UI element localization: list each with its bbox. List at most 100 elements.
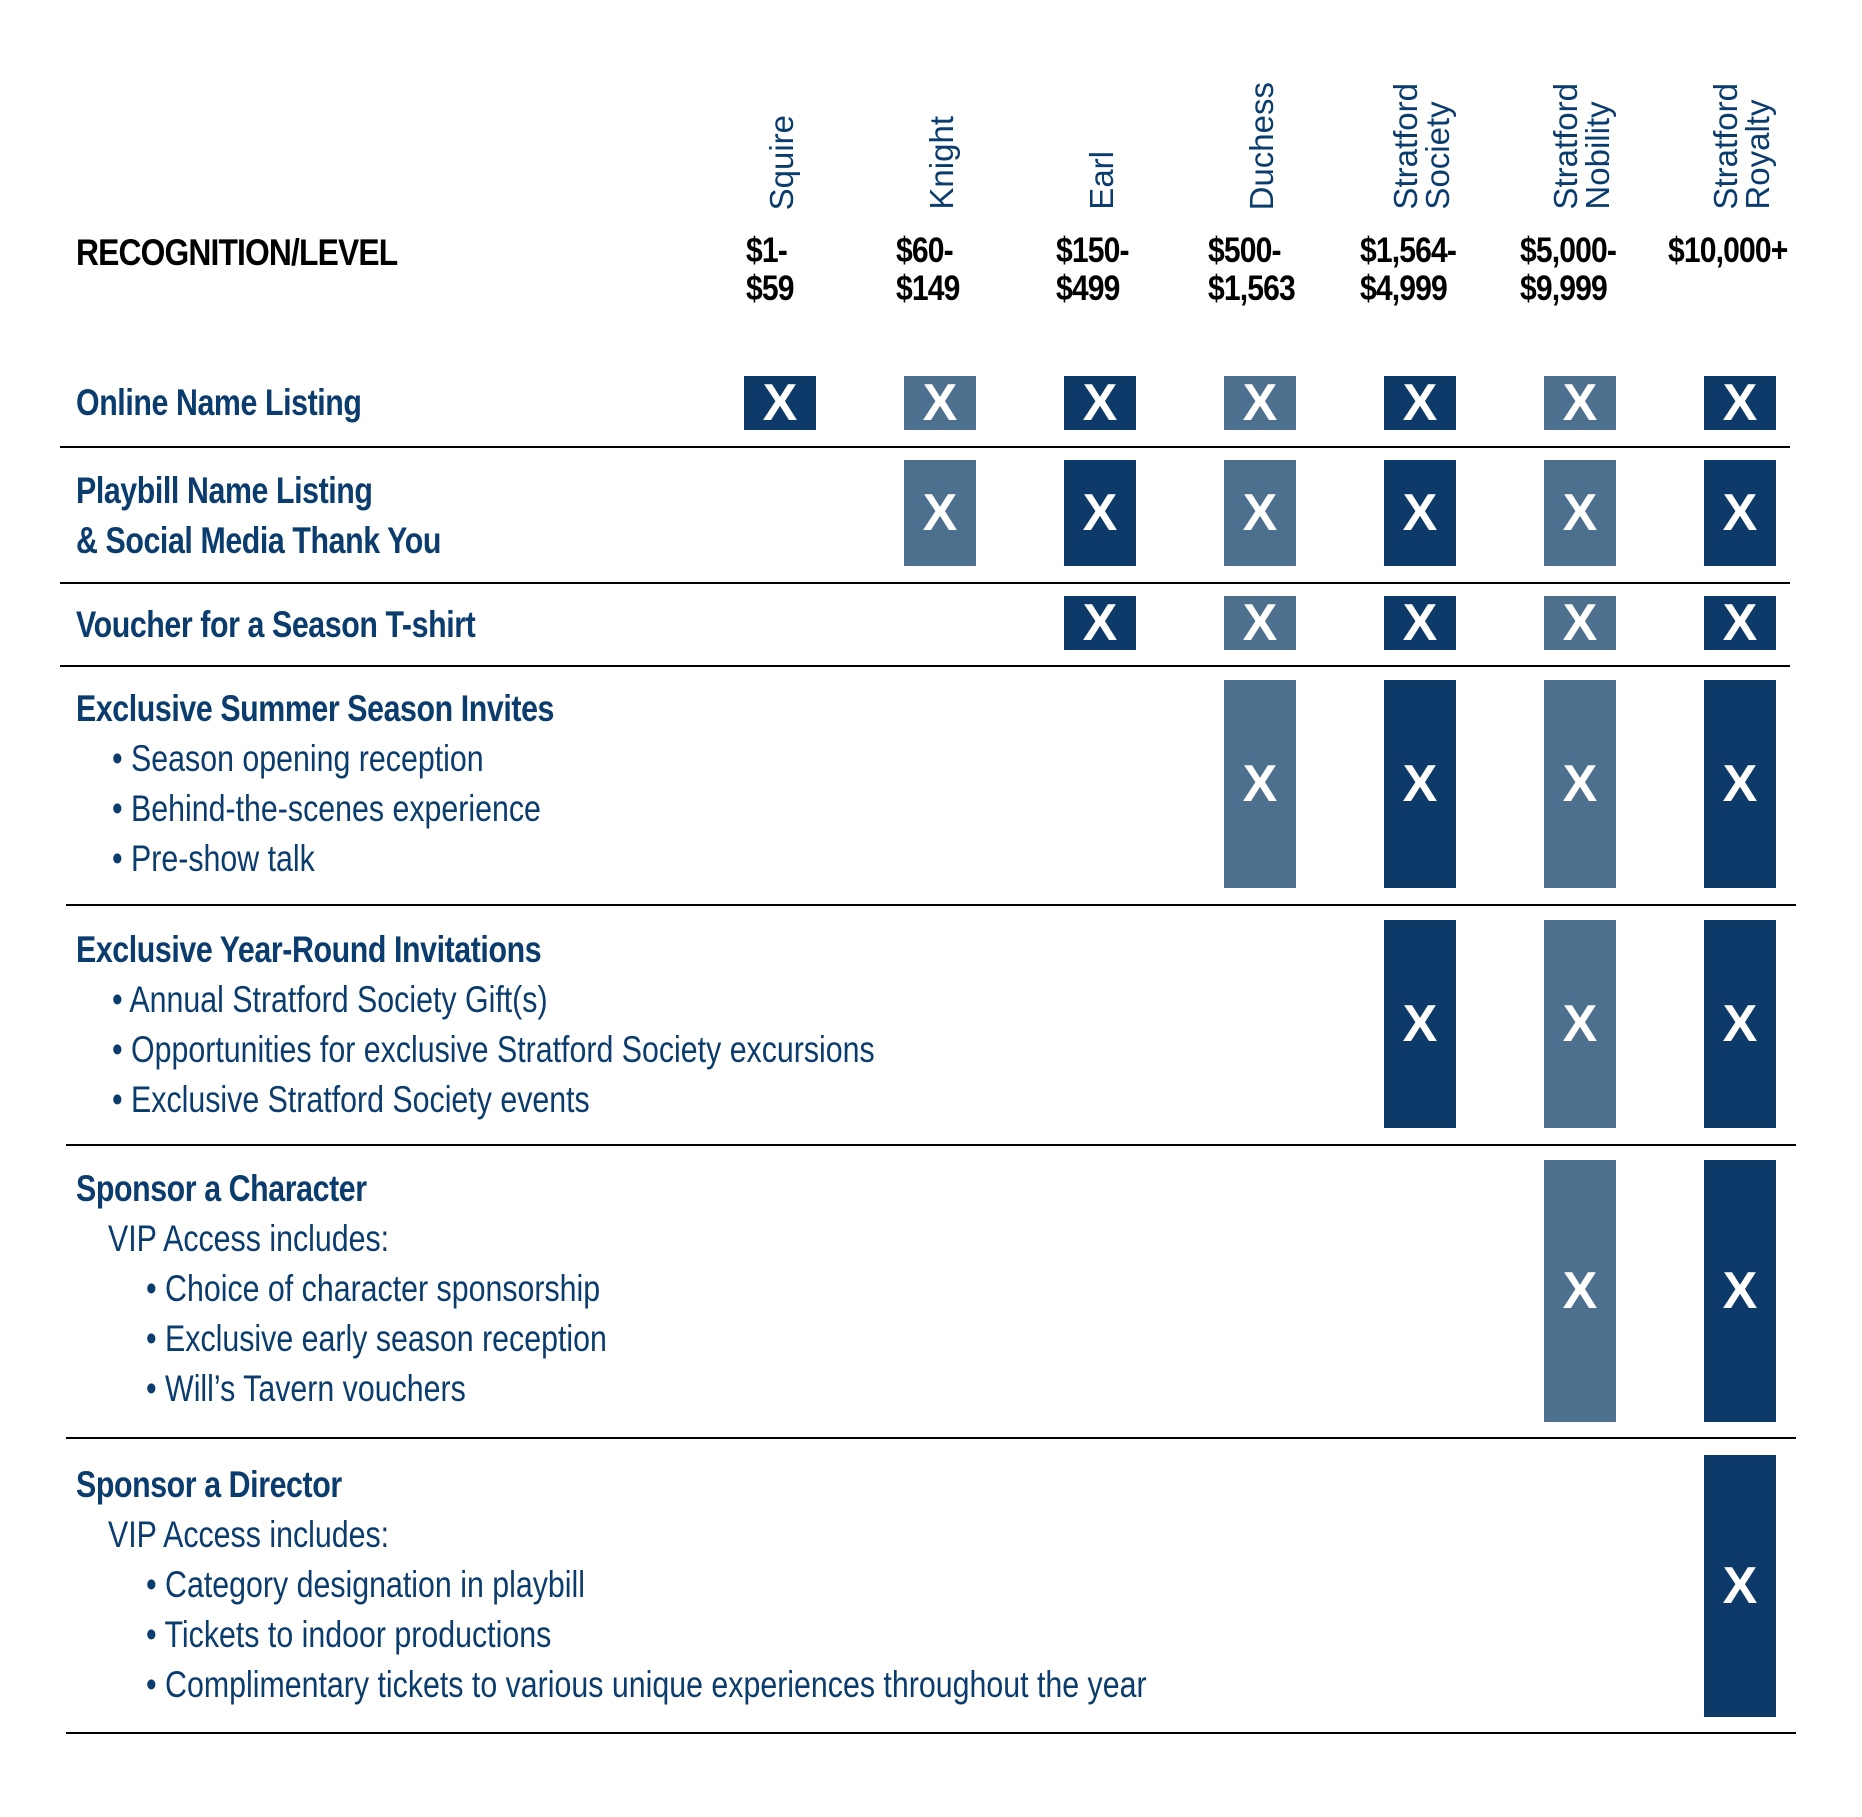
row-bullet: • Choice of character sponsorship [146,1268,601,1309]
included-mark: X [1384,594,1456,652]
included-mark: X [1224,460,1296,566]
row-bullet: • Pre-show talk [112,838,315,879]
row-bullet: • Behind-the-scenes experience [112,788,541,829]
included-mark: X [1064,594,1136,652]
included-mark: X [1544,920,1616,1128]
included-mark: X [1704,920,1776,1128]
row-title: Sponsor a Director [76,1464,342,1505]
row-divider [66,1732,1796,1734]
row-bullet: • Complimentary tickets to various uniqu… [146,1664,1147,1705]
row-bullet: • Exclusive early season reception [146,1318,607,1359]
included-mark: X [1704,594,1776,652]
row-title: Exclusive Summer Season Invites [76,688,555,729]
row-subheading: VIP Access includes: [108,1514,390,1555]
level-name: Stratford Royalty [1694,70,1790,210]
row-title: Sponsor a Character [76,1168,367,1209]
included-mark: X [904,374,976,432]
x-mark-icon: X [922,484,958,542]
level-name-text: Stratford Society [1387,83,1456,210]
row-divider [66,904,1796,906]
included-mark: X [1704,1455,1776,1717]
level-name-text: Earl [1083,151,1120,210]
x-mark-icon: X [1242,755,1278,813]
included-mark: X [1384,374,1456,432]
level-name-text: Duchess [1243,81,1280,210]
included-mark: X [1544,594,1616,652]
x-mark-icon: X [1402,374,1438,432]
level-range: $10,000+ [1668,231,1788,270]
row-bullet: • Opportunities for exclusive Stratford … [112,1029,875,1070]
row-bullet: • Will’s Tavern vouchers [146,1368,466,1409]
level-name-text: Stratford Royalty [1707,83,1776,210]
included-mark: X [1064,374,1136,432]
row-bullet: • Tickets to indoor productions [146,1614,552,1655]
x-mark-icon: X [1562,374,1598,432]
included-mark: X [1384,460,1456,566]
included-mark: X [1704,460,1776,566]
included-mark: X [1224,594,1296,652]
row-divider [66,1144,1796,1146]
level-range: $150- $499 [1056,231,1130,308]
x-mark-icon: X [1082,484,1118,542]
level-name-text: Stratford Nobility [1547,83,1616,210]
included-mark: X [1224,374,1296,432]
x-mark-icon: X [1402,594,1438,652]
included-mark: X [1384,920,1456,1128]
included-mark: X [1704,680,1776,888]
row-divider [60,446,1790,448]
included-mark: X [1224,680,1296,888]
x-mark-icon: X [1722,995,1758,1053]
x-mark-icon: X [1562,1262,1598,1320]
x-mark-icon: X [1722,594,1758,652]
row-subheading: VIP Access includes: [108,1218,390,1259]
level-name-text: Squire [763,114,800,210]
included-mark: X [1704,374,1776,432]
included-mark: X [744,374,816,432]
row-title: Playbill Name Listing & Social Media Tha… [76,470,442,561]
x-mark-icon: X [1722,755,1758,813]
level-name: Squire [734,70,830,210]
x-mark-icon: X [1562,995,1598,1053]
x-mark-icon: X [1562,594,1598,652]
x-mark-icon: X [1082,374,1118,432]
row-divider [60,582,1790,584]
x-mark-icon: X [1082,594,1118,652]
x-mark-icon: X [1562,755,1598,813]
included-mark: X [1384,680,1456,888]
page-title: RECOGNITION/LEVEL [76,232,398,273]
included-mark: X [1544,680,1616,888]
row-bullet: • Exclusive Stratford Society events [112,1079,590,1120]
row-bullet: • Annual Stratford Society Gift(s) [112,979,548,1020]
row-title: Voucher for a Season T-shirt [76,604,476,645]
level-name: Duchess [1214,70,1310,210]
x-mark-icon: X [1402,995,1438,1053]
included-mark: X [1704,1160,1776,1422]
level-name: Knight [894,70,990,210]
x-mark-icon: X [1242,594,1278,652]
x-mark-icon: X [1562,484,1598,542]
level-name: Stratford Nobility [1534,70,1630,210]
level-range: $500- $1,563 [1208,231,1296,308]
x-mark-icon: X [762,374,798,432]
level-name: Earl [1054,70,1150,210]
row-divider [60,665,1790,667]
x-mark-icon: X [1722,1262,1758,1320]
row-divider [66,1437,1796,1439]
level-range: $1- $59 [746,231,795,308]
x-mark-icon: X [1722,484,1758,542]
included-mark: X [1544,460,1616,566]
x-mark-icon: X [1242,374,1278,432]
row-title: Online Name Listing [76,382,362,423]
included-mark: X [1544,1160,1616,1422]
level-name-text: Knight [923,116,960,210]
x-mark-icon: X [922,374,958,432]
x-mark-icon: X [1722,374,1758,432]
level-name: Stratford Society [1374,70,1470,210]
included-mark: X [1064,460,1136,566]
row-bullet: • Category designation in playbill [146,1564,586,1605]
x-mark-icon: X [1402,755,1438,813]
level-range: $5,000- $9,999 [1520,231,1617,308]
x-mark-icon: X [1722,1557,1758,1615]
level-range: $1,564- $4,999 [1360,231,1457,308]
row-title: Exclusive Year-Round Invitations [76,929,542,970]
